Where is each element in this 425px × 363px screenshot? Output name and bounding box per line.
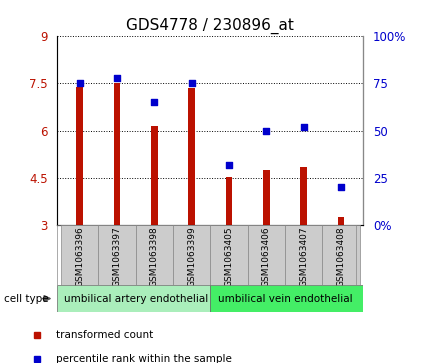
Text: GSM1063399: GSM1063399: [187, 226, 196, 286]
Title: GDS4778 / 230896_at: GDS4778 / 230896_at: [127, 17, 294, 33]
Text: GSM1063408: GSM1063408: [337, 226, 346, 286]
Text: GSM1063398: GSM1063398: [150, 226, 159, 286]
Text: GSM1063407: GSM1063407: [299, 226, 308, 286]
Bar: [57, 285, 210, 312]
Bar: [76, 87, 83, 225]
Bar: [226, 177, 232, 225]
Text: GSM1063405: GSM1063405: [224, 226, 233, 286]
Point: [337, 184, 344, 190]
Bar: [300, 167, 307, 225]
Bar: [337, 217, 344, 225]
Bar: [99, 225, 136, 285]
Text: percentile rank within the sample: percentile rank within the sample: [56, 354, 232, 363]
Text: GSM1063397: GSM1063397: [113, 226, 122, 286]
Bar: [61, 225, 99, 285]
Bar: [151, 126, 158, 225]
Point: [300, 124, 307, 130]
Bar: [136, 225, 173, 285]
Point: [113, 75, 120, 81]
Text: umbilical vein endothelial: umbilical vein endothelial: [218, 294, 352, 303]
Text: transformed count: transformed count: [56, 330, 153, 340]
Text: GSM1063396: GSM1063396: [75, 226, 84, 286]
Text: umbilical artery endothelial: umbilical artery endothelial: [64, 294, 208, 303]
Bar: [285, 225, 322, 285]
Bar: [188, 88, 195, 225]
Point: [263, 128, 270, 134]
Bar: [263, 170, 270, 225]
Point: [226, 162, 232, 168]
Bar: [210, 285, 363, 312]
Bar: [210, 225, 248, 285]
Text: GSM1063406: GSM1063406: [262, 226, 271, 286]
Bar: [248, 225, 285, 285]
Bar: [114, 83, 120, 225]
Point: [76, 81, 83, 86]
Bar: [322, 225, 360, 285]
Text: cell type: cell type: [4, 294, 49, 303]
Bar: [173, 225, 210, 285]
Point: [151, 99, 158, 105]
Point: [188, 81, 195, 86]
